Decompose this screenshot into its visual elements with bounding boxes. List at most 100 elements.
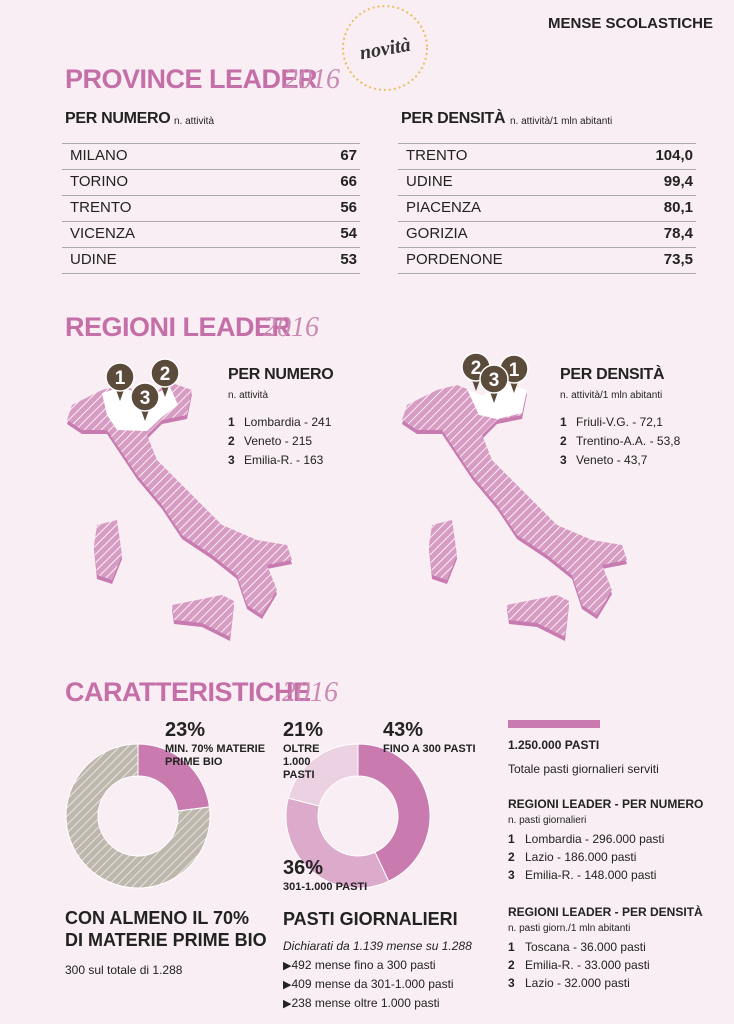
pasti-note: Dichiarati da 1.139 mense su 1.288 bbox=[283, 939, 472, 953]
pin-label: 3 bbox=[489, 370, 500, 391]
row-name: PORDENONE bbox=[406, 251, 503, 268]
list-rank: 1 bbox=[508, 832, 515, 846]
donut-segment bbox=[287, 743, 359, 807]
table-unit: n. attività bbox=[174, 116, 215, 127]
donut-caption: OLTRE 1.000 PASTI bbox=[283, 743, 320, 781]
row-name: UDINE bbox=[70, 251, 117, 268]
table-end bbox=[398, 273, 696, 274]
list-rank: 1 bbox=[228, 415, 235, 429]
row-value: 73,5 bbox=[663, 251, 693, 268]
section-title: CARATTERISTICHE bbox=[65, 677, 311, 707]
row-name: VICENZA bbox=[70, 225, 136, 242]
map-highlight bbox=[467, 383, 527, 419]
donut-caption: 301-1.000 PASTI bbox=[283, 881, 368, 893]
list-item: Lazio - 186.000 pasti bbox=[525, 850, 637, 864]
section-title: REGIONI LEADER bbox=[65, 312, 291, 342]
row-name: MILANO bbox=[70, 147, 128, 164]
list-rank: 3 bbox=[508, 976, 515, 990]
list-unit: n. pasti giornalieri bbox=[508, 815, 587, 826]
table-heading: PER DENSITÀ bbox=[401, 110, 506, 127]
donut-percent: 36% bbox=[283, 857, 324, 879]
bio-note: 300 sul totale di 1.288 bbox=[65, 963, 183, 977]
map-region bbox=[402, 383, 627, 615]
pin bbox=[150, 358, 180, 388]
row-name: TRENTO bbox=[406, 147, 468, 164]
pasti-heading: PASTI GIORNALIERI bbox=[283, 909, 458, 929]
donut-percent: 43% bbox=[383, 719, 424, 741]
table-row bbox=[398, 195, 696, 221]
section-year: 2016 bbox=[282, 677, 338, 708]
list-heading: REGIONI LEADER - PER DENSITÀ bbox=[508, 905, 703, 919]
row-name: TORINO bbox=[70, 173, 129, 190]
row-value: 78,4 bbox=[663, 225, 693, 242]
total-note: Totale pasti giornalieri serviti bbox=[508, 762, 659, 776]
row-value: 53 bbox=[340, 251, 357, 268]
list-item: Lazio - 32.000 pasti bbox=[525, 976, 630, 990]
list-heading: PER DENSITÀ bbox=[560, 366, 665, 383]
donut-caption: FINO A 300 PASTI bbox=[383, 743, 476, 755]
list-item: Friuli-V.G. - 72,1 bbox=[576, 415, 663, 429]
list-heading: REGIONI LEADER - PER NUMERO bbox=[508, 797, 704, 811]
badge: novità bbox=[358, 34, 412, 65]
table-row bbox=[398, 169, 696, 195]
list-rank: 1 bbox=[508, 940, 515, 954]
table-end bbox=[62, 273, 360, 274]
row-value: 56 bbox=[340, 199, 357, 216]
map-region bbox=[67, 383, 292, 615]
list-item: Emilia-R. - 33.000 pasti bbox=[525, 958, 650, 972]
map-region bbox=[94, 520, 122, 580]
row-name: PIACENZA bbox=[406, 199, 482, 216]
list-rank: 1 bbox=[560, 415, 567, 429]
pin bbox=[130, 382, 160, 412]
list-rank: 3 bbox=[560, 453, 567, 467]
table-row bbox=[398, 143, 696, 169]
donut-caption: MIN. 70% MATERIE PRIME BIO bbox=[165, 743, 266, 768]
list-rank: 3 bbox=[508, 868, 515, 882]
row-value: 54 bbox=[340, 225, 357, 242]
row-name: GORIZIA bbox=[406, 225, 468, 242]
donut-segment bbox=[357, 743, 431, 882]
pin-label: 2 bbox=[471, 358, 482, 379]
list-rank: 2 bbox=[508, 958, 515, 972]
list-item: Toscana - 36.000 pasti bbox=[525, 940, 646, 954]
donut-segment bbox=[65, 743, 211, 889]
pasti-bullet: 238 mense oltre 1.000 pasti bbox=[283, 996, 439, 1010]
row-value: 104,0 bbox=[655, 147, 693, 164]
pin-label: 3 bbox=[140, 388, 151, 409]
map-region bbox=[507, 595, 569, 637]
list-item: Lombardia - 296.000 pasti bbox=[525, 832, 665, 846]
table-row bbox=[398, 247, 696, 273]
table-unit: n. attività/1 mln abitanti bbox=[510, 116, 613, 127]
list-item: Emilia-R. - 163 bbox=[244, 453, 324, 467]
pin-label: 1 bbox=[509, 360, 520, 381]
list-item: Trentino-A.A. - 53,8 bbox=[576, 434, 681, 448]
pin-label: 1 bbox=[115, 368, 126, 389]
row-value: 80,1 bbox=[663, 199, 693, 216]
list-rank: 2 bbox=[560, 434, 567, 448]
row-value: 66 bbox=[340, 173, 357, 190]
list-item: Emilia-R. - 148.000 pasti bbox=[525, 868, 657, 882]
total-bar bbox=[508, 720, 600, 728]
map-region bbox=[429, 520, 457, 580]
list-rank: 2 bbox=[508, 850, 515, 864]
row-name: UDINE bbox=[406, 173, 453, 190]
map-region bbox=[172, 595, 234, 637]
pasti-bullet: 409 mense da 301-1.000 pasti bbox=[283, 977, 453, 991]
row-value: 99,4 bbox=[663, 173, 693, 190]
bio-heading: CON ALMENO IL 70% bbox=[65, 908, 250, 928]
badge-ring bbox=[342, 5, 428, 91]
list-unit: n. attività/1 mln abitanti bbox=[560, 390, 663, 401]
pin bbox=[105, 362, 135, 392]
list-heading: PER NUMERO bbox=[228, 366, 334, 383]
donut-segment bbox=[285, 797, 390, 889]
list-item: Lombardia - 241 bbox=[244, 415, 332, 429]
list-unit: n. pasti giorn./1 mln abitanti bbox=[508, 923, 631, 934]
donut-percent: 23% bbox=[165, 719, 206, 741]
row-name: TRENTO bbox=[70, 199, 132, 216]
section-year: 2016 bbox=[263, 312, 319, 343]
list-unit: n. attività bbox=[228, 390, 269, 401]
pin bbox=[479, 364, 509, 394]
row-value: 67 bbox=[340, 147, 357, 164]
